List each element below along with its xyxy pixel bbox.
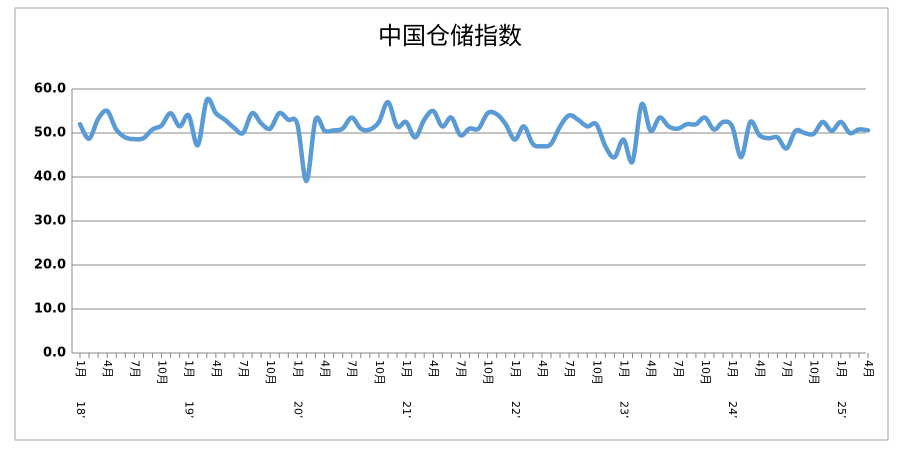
x-tick-label: 7月 <box>780 360 793 378</box>
x-tick-label: 4月 <box>210 360 223 378</box>
x-tick-label: 10月 <box>373 360 386 385</box>
x-tick-label: 10月 <box>264 360 277 385</box>
y-tick-label: 0.0 <box>43 346 66 361</box>
x-group-label: 23’ <box>617 401 630 419</box>
x-tick-label: 7月 <box>237 360 250 378</box>
x-tick-label: 4月 <box>101 360 114 378</box>
x-tick-label: 10月 <box>590 360 603 385</box>
x-tick-label: 1月 <box>726 360 739 378</box>
x-tick-label: 7月 <box>128 360 141 378</box>
x-tick-label: 10月 <box>808 360 821 385</box>
x-group-label: 19’ <box>183 401 196 419</box>
y-tick-label: 60.0 <box>34 82 66 97</box>
x-group-label: 18’ <box>74 401 87 419</box>
y-tick-label: 40.0 <box>34 170 66 185</box>
x-tick-label: 10月 <box>156 360 169 385</box>
x-tick-label: 4月 <box>862 360 875 378</box>
x-tick-label: 1月 <box>835 360 848 378</box>
y-tick-label: 10.0 <box>34 302 66 317</box>
x-group-label: 24’ <box>726 401 739 419</box>
chart-title: 中国仓储指数 <box>378 22 522 50</box>
x-tick-label: 4月 <box>536 360 549 378</box>
data-line <box>77 96 871 184</box>
x-tick-label: 4月 <box>319 360 332 378</box>
x-tick-label: 7月 <box>346 360 359 378</box>
x-group-label: 22’ <box>509 401 522 419</box>
x-tick-label: 1月 <box>400 360 413 378</box>
x-tick-label: 1月 <box>291 360 304 378</box>
x-tick-label: 7月 <box>454 360 467 378</box>
x-tick-label: 10月 <box>482 360 495 385</box>
y-tick-label: 30.0 <box>34 214 66 229</box>
x-group-label: 21’ <box>400 401 413 419</box>
x-tick-label: 1月 <box>183 360 196 378</box>
x-group-label: 25’ <box>835 401 848 419</box>
chart-frame <box>14 7 889 441</box>
x-tick-label: 4月 <box>645 360 658 378</box>
x-tick-label: 4月 <box>753 360 766 378</box>
x-tick-label: 4月 <box>427 360 440 378</box>
x-tick-label: 10月 <box>699 360 712 385</box>
y-tick-label: 20.0 <box>34 258 66 273</box>
y-tick-label: 50.0 <box>34 126 66 141</box>
x-tick-label: 1月 <box>509 360 522 378</box>
x-tick-label: 1月 <box>74 360 87 378</box>
x-tick-label: 7月 <box>563 360 576 378</box>
x-tick-label: 1月 <box>617 360 630 378</box>
x-group-label: 20’ <box>291 401 304 419</box>
x-tick-label: 7月 <box>672 360 685 378</box>
